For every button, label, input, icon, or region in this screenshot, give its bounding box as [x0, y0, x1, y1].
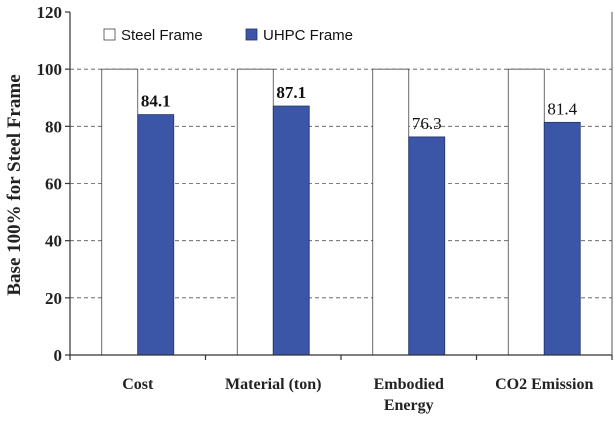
legend: Steel Frame UHPC Frame: [103, 27, 353, 44]
category-label-1: Material (ton): [225, 376, 321, 393]
y-tick-label-40: 40: [45, 232, 62, 251]
bar-uhpc-2: [408, 136, 446, 356]
data-label-2: 76.3: [412, 114, 442, 133]
y-tick-label-0: 0: [54, 346, 63, 365]
bar-steel-3: [507, 68, 545, 356]
category-label-2: Energy: [384, 397, 434, 414]
y-tick-label-60: 60: [45, 175, 62, 194]
x-category-labels: Cost Material (ton) Embodied Energy CO2 Emis…: [69, 355, 613, 414]
y-tick-label-120: 120: [37, 3, 63, 22]
category-label-3: CO2 Emission: [495, 376, 593, 393]
data-label-0: 84.1: [141, 92, 171, 111]
category-label-2: Embodied: [374, 376, 444, 393]
bar-steel-0: [101, 68, 139, 356]
bar-uhpc-1: [272, 105, 310, 356]
y-tick-label-100: 100: [37, 60, 63, 79]
bar-uhpc-3: [543, 121, 581, 356]
bar-steel-2: [372, 68, 410, 356]
y-tick-label-80: 80: [45, 117, 62, 136]
bar-steel-1: [236, 68, 274, 356]
data-label-1: 87.1: [276, 83, 306, 102]
y-axis-label: Base 100% for Steel Frame: [4, 74, 25, 295]
data-label-3: 81.4: [547, 99, 577, 118]
y-tick-label-20: 20: [45, 289, 62, 308]
legend-swatch-0: [103, 28, 116, 41]
legend-swatch-1: [245, 28, 258, 41]
bars: [101, 68, 581, 356]
legend-label-0: Steel Frame: [121, 27, 203, 44]
legend-label-1: UHPC Frame: [263, 27, 353, 44]
y-tick-labels: 0 20 40 60 80 100 120: [37, 3, 70, 365]
data-labels: 84.1 87.1 76.3 81.4: [141, 83, 578, 133]
category-label-0: Cost: [122, 376, 154, 393]
bar-uhpc-0: [137, 114, 175, 356]
